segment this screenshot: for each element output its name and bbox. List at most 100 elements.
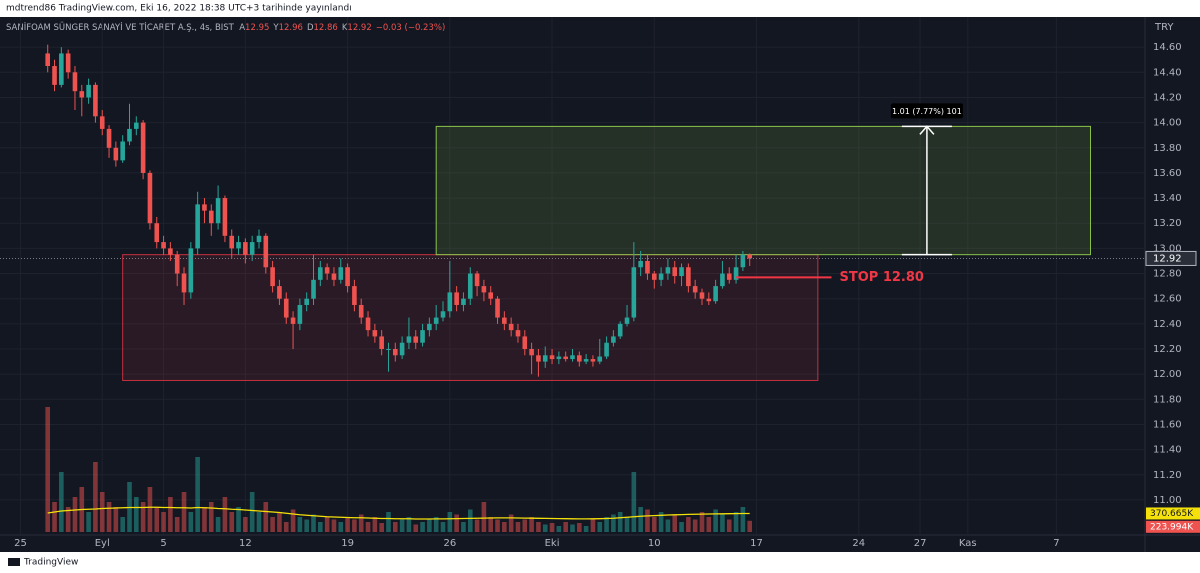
candle-body bbox=[577, 355, 582, 362]
candle-body bbox=[140, 122, 146, 173]
candle-body bbox=[740, 254, 746, 268]
volume-bar bbox=[726, 519, 732, 532]
volume-bar bbox=[372, 517, 378, 532]
price-label: 12.92 bbox=[1153, 253, 1182, 264]
chart-background bbox=[0, 17, 1200, 552]
volume-bar bbox=[174, 517, 180, 532]
candle-body bbox=[352, 286, 357, 305]
measure-label-bg bbox=[890, 103, 963, 119]
measure-label: 1.01 (7.77%) 101 bbox=[892, 107, 962, 116]
candle-body bbox=[127, 128, 132, 142]
volume-bar bbox=[399, 519, 405, 532]
candle-body bbox=[447, 292, 453, 312]
candle-body bbox=[570, 355, 575, 360]
volume-bar bbox=[583, 526, 589, 532]
candle-body bbox=[45, 53, 51, 67]
x-tick-label: 12 bbox=[239, 538, 252, 549]
volume-bar bbox=[665, 519, 671, 532]
y-tick-label: 11.20 bbox=[1153, 470, 1182, 481]
volume-bar bbox=[324, 517, 330, 532]
candle-body bbox=[304, 298, 309, 305]
volume-bar bbox=[474, 519, 480, 532]
candle-body bbox=[208, 210, 214, 224]
volume-bar bbox=[290, 509, 296, 532]
volume-bar bbox=[454, 514, 459, 532]
candle-body bbox=[665, 267, 671, 274]
volume-bar bbox=[365, 522, 371, 532]
volume-bar bbox=[65, 507, 71, 532]
candle-body bbox=[474, 273, 480, 287]
volume-bar bbox=[542, 524, 548, 532]
volume-bar bbox=[577, 523, 582, 532]
candle-body bbox=[358, 304, 364, 318]
candle-body bbox=[590, 359, 596, 362]
volume-bar bbox=[52, 502, 57, 532]
y-tick-label: 13.40 bbox=[1153, 193, 1182, 204]
volume-bar bbox=[590, 519, 596, 532]
y-tick-label: 11.80 bbox=[1153, 394, 1182, 405]
candle-body bbox=[79, 91, 85, 98]
candle-body bbox=[324, 267, 330, 274]
volume-bar bbox=[338, 522, 344, 532]
y-tick-label: 12.60 bbox=[1153, 294, 1182, 305]
candle-body bbox=[617, 323, 623, 337]
volume-bar bbox=[645, 509, 650, 532]
volume-bar bbox=[249, 492, 255, 532]
volume-bar bbox=[440, 522, 446, 532]
candle-body bbox=[726, 273, 732, 280]
volume-bar bbox=[679, 522, 684, 532]
volume-bar bbox=[147, 487, 153, 532]
candle-body bbox=[624, 317, 630, 324]
candle-body bbox=[522, 336, 528, 350]
y-tick-label: 14.60 bbox=[1153, 42, 1182, 53]
volume-bar bbox=[427, 519, 432, 532]
volume-bar bbox=[549, 523, 555, 532]
volume-bar bbox=[467, 509, 473, 532]
logo: TradingView bbox=[23, 558, 78, 568]
volume-bar bbox=[297, 517, 303, 532]
candle-body bbox=[86, 84, 91, 98]
volume-bar bbox=[413, 524, 419, 532]
candle-body bbox=[99, 116, 105, 129]
candle-body bbox=[188, 248, 194, 293]
volume-bar bbox=[283, 522, 289, 532]
volume-bar bbox=[570, 524, 575, 532]
symbol: SANİFOAM SÜNGER SANAYİ VE TİCARET A.Ş., … bbox=[6, 22, 235, 33]
volume-bar bbox=[433, 517, 439, 532]
y-tick-label: 12.00 bbox=[1153, 369, 1182, 380]
volume-bar bbox=[93, 462, 98, 532]
y-tick-label: 12.80 bbox=[1153, 269, 1182, 280]
volume-ma-label: 370.665K bbox=[1150, 509, 1194, 519]
candle-body bbox=[563, 356, 568, 360]
candle-body bbox=[318, 267, 323, 280]
volume-bar bbox=[611, 514, 616, 532]
y-tick-label: 11.40 bbox=[1153, 445, 1182, 456]
volume-bar bbox=[447, 512, 453, 532]
candle-body bbox=[297, 304, 303, 324]
candle-body bbox=[283, 298, 289, 318]
candle-body bbox=[427, 323, 432, 331]
candle-body bbox=[461, 298, 466, 305]
y-tick-label: 12.20 bbox=[1153, 344, 1182, 355]
candle-body bbox=[440, 311, 446, 318]
symbol-line: SANİFOAM SÜNGER SANAYİ VE TİCARET A.Ş., … bbox=[6, 22, 445, 33]
volume-bar bbox=[529, 517, 534, 532]
candle-body bbox=[433, 317, 439, 324]
volume-bar bbox=[86, 512, 91, 532]
candle-body bbox=[495, 298, 500, 318]
candle-body bbox=[413, 336, 419, 343]
ohlc-value: 12.96 bbox=[279, 23, 303, 33]
candle-body bbox=[686, 267, 691, 287]
candle-body bbox=[658, 273, 664, 280]
x-tick-label: 17 bbox=[750, 538, 763, 549]
candle-body bbox=[488, 292, 494, 299]
volume-bar bbox=[638, 507, 643, 532]
volume-ma-line bbox=[47, 506, 750, 520]
volume-ma-label-bg bbox=[1146, 507, 1200, 520]
candle-body bbox=[699, 292, 705, 299]
candle-body bbox=[277, 286, 282, 299]
candle-body bbox=[556, 356, 562, 360]
candle-body bbox=[72, 72, 78, 92]
volume-bar bbox=[686, 517, 691, 532]
